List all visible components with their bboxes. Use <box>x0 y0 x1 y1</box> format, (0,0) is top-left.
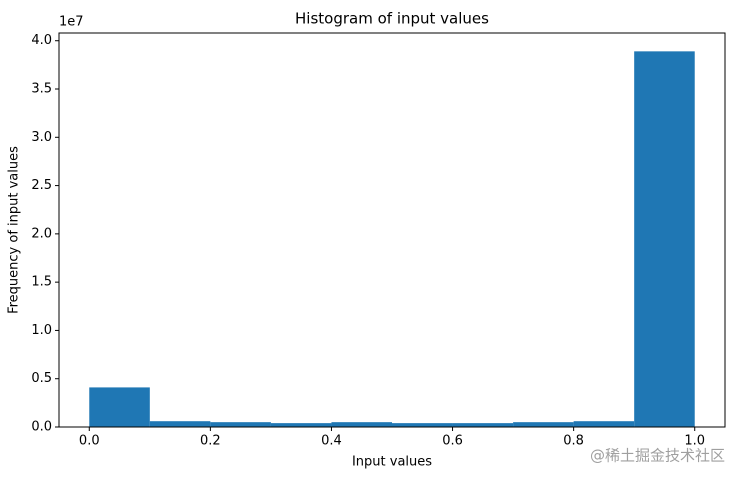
bar <box>392 423 453 427</box>
y-tick-label: 0.5 <box>31 371 52 386</box>
bar <box>573 421 635 427</box>
plot-frame <box>58 32 726 428</box>
y-tick-label: 1.0 <box>31 323 52 338</box>
bar <box>634 51 695 428</box>
y-tick-label: 1.5 <box>31 275 52 290</box>
bar <box>331 422 392 427</box>
x-axis-label: Input values <box>352 455 432 470</box>
y-offset-label: 1e7 <box>59 15 84 30</box>
bar <box>513 422 574 427</box>
y-tick-label: 2.5 <box>31 178 52 193</box>
y-tick-label: 3.5 <box>31 82 52 97</box>
x-tick-label: 0.4 <box>321 434 342 449</box>
x-tick-label: 1.0 <box>684 434 705 449</box>
bar <box>149 421 211 427</box>
y-tick-label: 3.0 <box>31 130 52 145</box>
x-tick-label: 0.6 <box>442 434 463 449</box>
x-tick-label: 0.2 <box>200 434 221 449</box>
x-tick-label: 0.8 <box>563 434 584 449</box>
bar <box>452 423 514 427</box>
bar <box>89 387 150 427</box>
bar <box>210 422 271 427</box>
y-tick-label: 0.0 <box>31 420 52 435</box>
y-tick-label: 2.0 <box>31 226 52 241</box>
y-tick-label: 4.0 <box>31 33 52 48</box>
y-axis-label: Frequency of input values <box>7 146 22 314</box>
bar <box>270 423 332 427</box>
watermark: @稀土掘金技术社区 <box>590 447 725 465</box>
chart-title: Histogram of input values <box>295 10 489 28</box>
x-tick-label: 0.0 <box>79 434 100 449</box>
